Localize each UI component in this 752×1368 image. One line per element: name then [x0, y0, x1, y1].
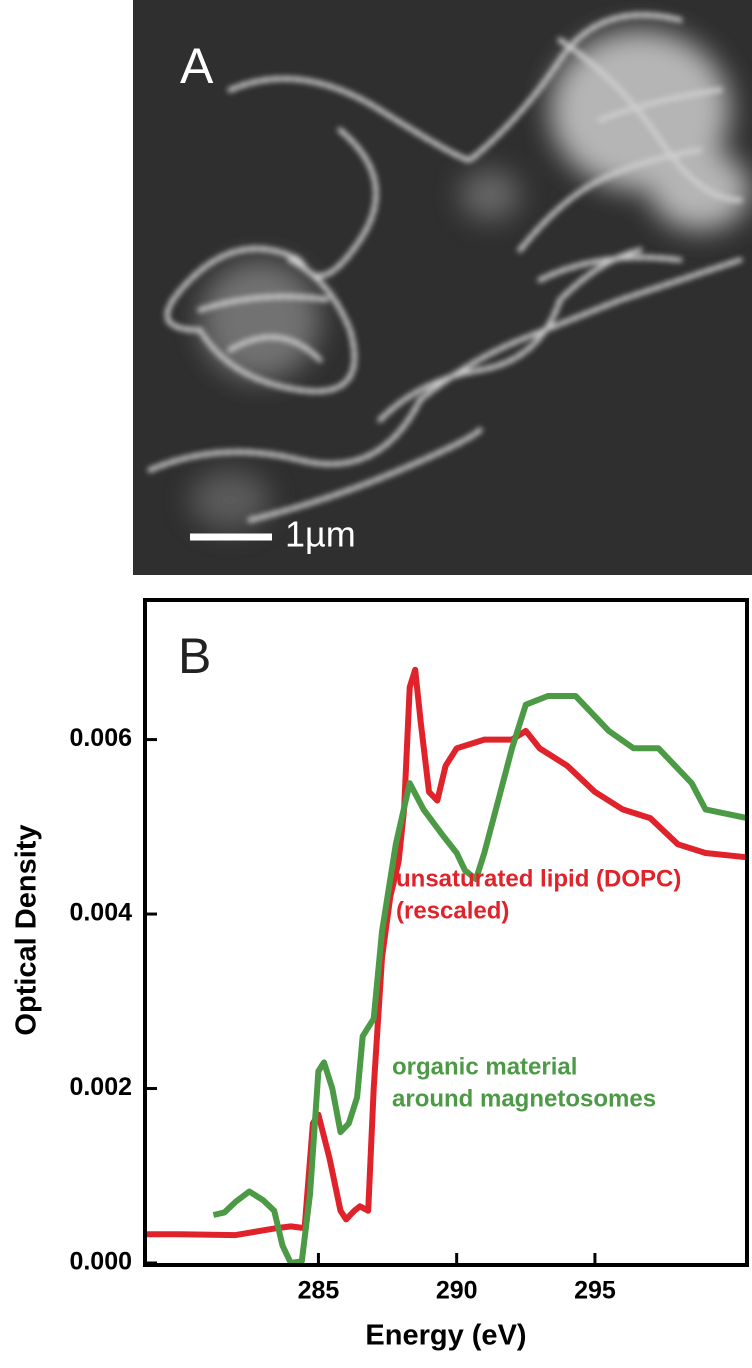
scale-bar-label: 1µm: [285, 514, 356, 555]
annotation: around magnetosomes: [392, 1085, 656, 1112]
panel-label: B: [178, 628, 211, 684]
series-line: [147, 666, 748, 1239]
y-tick-label: 0.000: [69, 1248, 132, 1276]
x-axis-label: Energy (eV): [365, 1320, 526, 1352]
y-tick-label: 0.002: [69, 1073, 132, 1101]
annotation: (rescaled): [396, 897, 509, 924]
plot-frame: [143, 598, 749, 1267]
annotation: unsaturated lipid (DOPC): [396, 865, 681, 892]
y-axis-label: Optical Density: [11, 824, 43, 1035]
annotation: organic material: [392, 1053, 577, 1080]
micrograph: A 1µm: [133, 0, 752, 575]
x-tick-label: 290: [436, 1277, 478, 1305]
series-line: [212, 693, 748, 1266]
chart: 0.000 0.002 0.004 0.006 285 290 295 B Energy (eV…: [11, 598, 749, 1352]
panel-label: A: [180, 38, 214, 94]
y-tick-label: 0.006: [69, 724, 132, 752]
y-tick-label: 0.004: [69, 899, 132, 927]
x-tick-label: 295: [574, 1277, 616, 1305]
x-tick-label: 285: [298, 1277, 340, 1305]
